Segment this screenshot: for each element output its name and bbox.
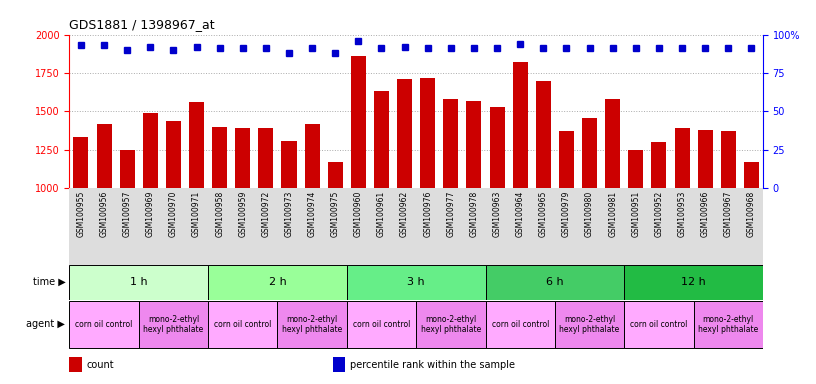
Text: mono-2-ethyl
hexyl phthalate: mono-2-ethyl hexyl phthalate bbox=[144, 315, 203, 334]
Text: GSM100973: GSM100973 bbox=[285, 190, 294, 237]
Text: GSM100971: GSM100971 bbox=[192, 190, 201, 237]
Text: GSM100981: GSM100981 bbox=[608, 190, 617, 237]
Text: percentile rank within the sample: percentile rank within the sample bbox=[350, 360, 515, 370]
Text: GSM100953: GSM100953 bbox=[677, 190, 686, 237]
Text: 1 h: 1 h bbox=[130, 277, 148, 287]
Bar bbox=[69, 357, 82, 372]
Bar bbox=[651, 142, 667, 188]
Bar bbox=[69, 265, 208, 300]
Text: 12 h: 12 h bbox=[681, 277, 706, 287]
Text: GSM100961: GSM100961 bbox=[377, 190, 386, 237]
Text: GSM100952: GSM100952 bbox=[654, 190, 663, 237]
Text: GSM100978: GSM100978 bbox=[469, 190, 478, 237]
Text: corn oil control: corn oil control bbox=[353, 320, 410, 329]
Bar bbox=[582, 118, 597, 188]
Text: GSM100960: GSM100960 bbox=[354, 190, 363, 237]
Bar bbox=[721, 131, 736, 188]
Bar bbox=[694, 301, 763, 348]
Bar bbox=[490, 107, 504, 188]
Bar bbox=[304, 124, 320, 188]
Text: GSM100976: GSM100976 bbox=[424, 190, 432, 237]
Text: mono-2-ethyl
hexyl phthalate: mono-2-ethyl hexyl phthalate bbox=[421, 315, 481, 334]
Bar bbox=[536, 81, 551, 188]
Text: GSM100956: GSM100956 bbox=[100, 190, 109, 237]
Bar bbox=[235, 128, 251, 188]
Text: agent ▶: agent ▶ bbox=[26, 319, 65, 329]
Text: corn oil control: corn oil control bbox=[75, 320, 133, 329]
Text: GSM100972: GSM100972 bbox=[261, 190, 270, 237]
Bar bbox=[282, 141, 296, 188]
Bar bbox=[120, 150, 135, 188]
Text: GSM100980: GSM100980 bbox=[585, 190, 594, 237]
Bar bbox=[698, 130, 712, 188]
Bar bbox=[69, 301, 139, 348]
Bar bbox=[212, 127, 227, 188]
Bar bbox=[675, 128, 690, 188]
Bar bbox=[486, 265, 624, 300]
Bar bbox=[744, 162, 759, 188]
Bar bbox=[208, 301, 277, 348]
Text: GSM100968: GSM100968 bbox=[747, 190, 756, 237]
Bar bbox=[189, 102, 204, 188]
Bar bbox=[416, 301, 486, 348]
Bar bbox=[467, 101, 481, 188]
Text: GSM100970: GSM100970 bbox=[169, 190, 178, 237]
Bar bbox=[628, 150, 643, 188]
Bar bbox=[624, 301, 694, 348]
Bar bbox=[347, 301, 416, 348]
Text: GSM100958: GSM100958 bbox=[215, 190, 224, 237]
Text: 2 h: 2 h bbox=[268, 277, 286, 287]
Bar bbox=[143, 113, 157, 188]
Bar bbox=[277, 301, 347, 348]
Text: GDS1881 / 1398967_at: GDS1881 / 1398967_at bbox=[69, 18, 215, 31]
Bar bbox=[259, 128, 273, 188]
Bar bbox=[555, 301, 624, 348]
Text: mono-2-ethyl
hexyl phthalate: mono-2-ethyl hexyl phthalate bbox=[282, 315, 342, 334]
Bar bbox=[512, 62, 528, 188]
Text: GSM100955: GSM100955 bbox=[77, 190, 86, 237]
Text: GSM100957: GSM100957 bbox=[122, 190, 131, 237]
Text: GSM100966: GSM100966 bbox=[701, 190, 710, 237]
Text: GSM100962: GSM100962 bbox=[400, 190, 409, 237]
Bar bbox=[208, 265, 347, 300]
Text: corn oil control: corn oil control bbox=[214, 320, 272, 329]
Bar bbox=[420, 78, 435, 188]
Bar bbox=[347, 265, 486, 300]
Text: GSM100963: GSM100963 bbox=[493, 190, 502, 237]
Text: mono-2-ethyl
hexyl phthalate: mono-2-ethyl hexyl phthalate bbox=[560, 315, 619, 334]
Text: GSM100975: GSM100975 bbox=[330, 190, 339, 237]
Text: GSM100974: GSM100974 bbox=[308, 190, 317, 237]
Bar bbox=[486, 301, 555, 348]
Text: corn oil control: corn oil control bbox=[491, 320, 549, 329]
Text: mono-2-ethyl
hexyl phthalate: mono-2-ethyl hexyl phthalate bbox=[698, 315, 758, 334]
Bar bbox=[624, 265, 763, 300]
Text: GSM100977: GSM100977 bbox=[446, 190, 455, 237]
Text: GSM100967: GSM100967 bbox=[724, 190, 733, 237]
Bar bbox=[166, 121, 181, 188]
Text: corn oil control: corn oil control bbox=[630, 320, 688, 329]
Bar bbox=[374, 91, 389, 188]
Text: 3 h: 3 h bbox=[407, 277, 425, 287]
Text: GSM100965: GSM100965 bbox=[539, 190, 548, 237]
Text: GSM100959: GSM100959 bbox=[238, 190, 247, 237]
Bar bbox=[443, 99, 459, 188]
Text: GSM100964: GSM100964 bbox=[516, 190, 525, 237]
Text: count: count bbox=[86, 360, 114, 370]
Bar bbox=[559, 131, 574, 188]
Bar bbox=[96, 124, 112, 188]
Bar bbox=[397, 79, 412, 188]
Text: time ▶: time ▶ bbox=[33, 277, 65, 287]
Text: GSM100969: GSM100969 bbox=[146, 190, 155, 237]
Bar bbox=[333, 357, 345, 372]
Bar bbox=[328, 162, 343, 188]
Bar bbox=[73, 137, 88, 188]
Text: 6 h: 6 h bbox=[546, 277, 564, 287]
Bar bbox=[605, 99, 620, 188]
Bar bbox=[351, 56, 366, 188]
Text: GSM100979: GSM100979 bbox=[562, 190, 571, 237]
Text: GSM100951: GSM100951 bbox=[632, 190, 641, 237]
Bar bbox=[139, 301, 208, 348]
